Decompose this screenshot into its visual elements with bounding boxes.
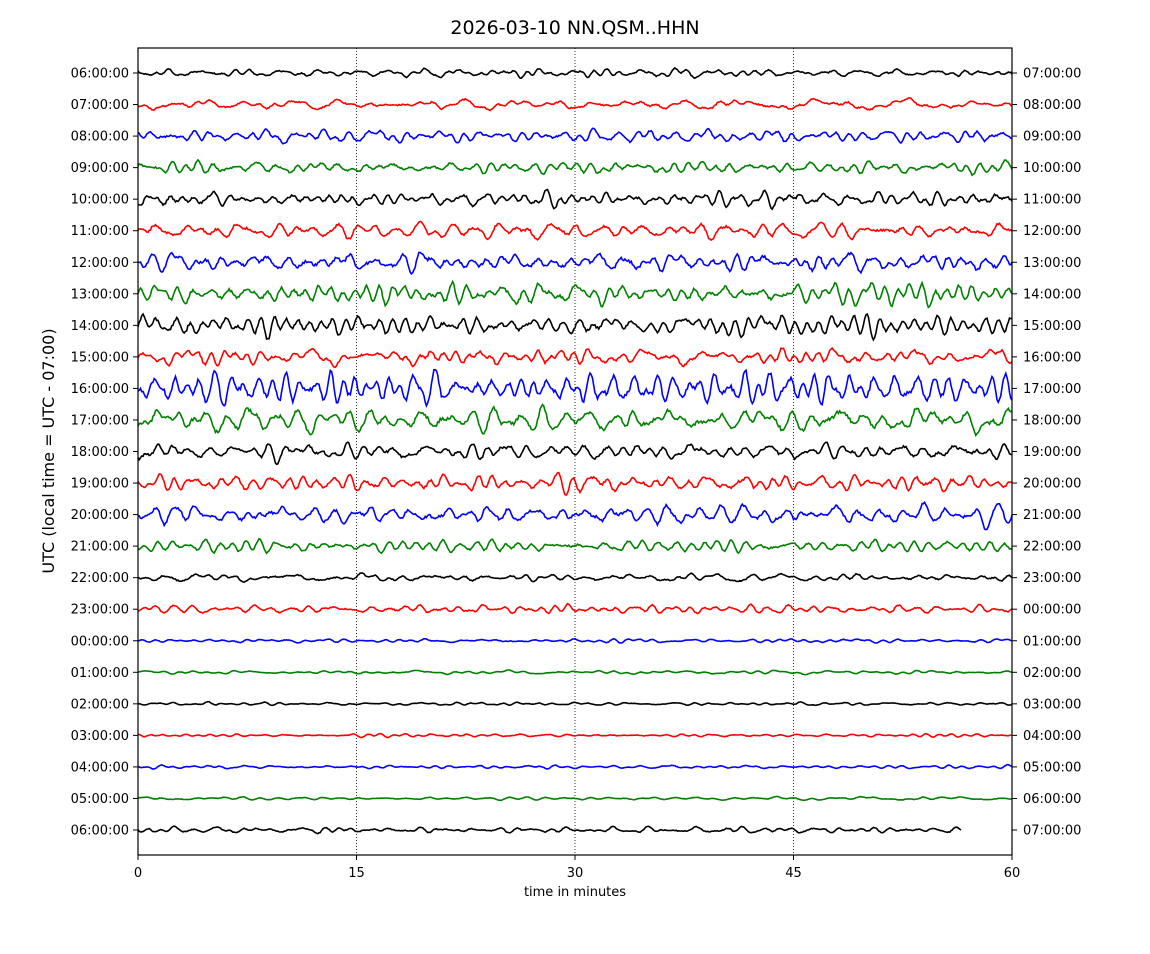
trace-line	[137, 669, 1013, 676]
trace-line	[137, 732, 1013, 739]
x-tick-label: 45	[785, 866, 802, 881]
y-tick-label-left: 19:00:00	[71, 477, 129, 492]
x-axis-label: time in minutes	[524, 885, 626, 900]
y-tick-label-right: 07:00:00	[1023, 67, 1081, 82]
y-tick-label-left: 15:00:00	[71, 350, 129, 365]
trace-line	[137, 700, 1013, 707]
y-axis-label: UTC (local time = UTC - 07:00)	[39, 328, 58, 573]
trace-line	[137, 279, 1013, 309]
y-tick-label-right: 16:00:00	[1023, 350, 1081, 365]
trace-line	[137, 251, 1013, 276]
x-tick-label: 0	[134, 866, 142, 881]
y-tick-label-right: 22:00:00	[1023, 540, 1081, 555]
trace-line	[137, 312, 1013, 342]
trace-line	[137, 471, 1013, 497]
y-tick-label-left: 05:00:00	[71, 792, 129, 807]
trace-line	[137, 346, 1013, 369]
y-tick-label-right: 09:00:00	[1023, 130, 1081, 145]
y-tick-label-right: 01:00:00	[1023, 634, 1081, 649]
chart-title: 2026-03-10 NN.QSM..HHN	[450, 17, 699, 39]
x-tick-label: 60	[1004, 866, 1021, 881]
y-axis: 06:00:00 07:00:00 07:00:00 08:00:00 08:00:00…	[71, 67, 1082, 839]
trace-line	[137, 188, 1013, 211]
y-tick-label-left: 10:00:00	[71, 193, 129, 208]
y-tick-label-right: 06:00:00	[1023, 792, 1081, 807]
trace-line	[137, 368, 1013, 409]
trace-line	[137, 97, 1013, 112]
y-tick-label-right: 00:00:00	[1023, 603, 1081, 618]
y-tick-label-right: 12:00:00	[1023, 224, 1081, 239]
trace-line	[137, 66, 1013, 80]
trace-line	[137, 825, 962, 835]
y-tick-label-left: 03:00:00	[71, 729, 129, 744]
y-tick-label-left: 04:00:00	[71, 760, 129, 775]
y-tick-label-left: 13:00:00	[71, 287, 129, 302]
y-tick-label-left: 11:00:00	[71, 224, 129, 239]
y-tick-label-right: 02:00:00	[1023, 666, 1081, 681]
y-tick-label-left: 16:00:00	[71, 382, 129, 397]
y-tick-label-right: 08:00:00	[1023, 98, 1081, 113]
trace-line	[137, 537, 1013, 555]
y-tick-label-right: 05:00:00	[1023, 760, 1081, 775]
y-tick-label-left: 17:00:00	[71, 413, 129, 428]
y-tick-label-right: 19:00:00	[1023, 445, 1081, 460]
y-tick-label-left: 09:00:00	[71, 161, 129, 176]
y-tick-label-right: 10:00:00	[1023, 161, 1081, 176]
y-tick-label-right: 18:00:00	[1023, 413, 1081, 428]
y-tick-label-left: 00:00:00	[71, 634, 129, 649]
y-tick-label-right: 20:00:00	[1023, 477, 1081, 492]
y-tick-label-left: 01:00:00	[71, 666, 129, 681]
y-tick-label-left: 06:00:00	[71, 67, 129, 82]
y-tick-label-right: 23:00:00	[1023, 571, 1081, 586]
trace-line	[137, 795, 1013, 802]
trace-line	[137, 637, 1013, 644]
traces	[137, 66, 1013, 835]
trace-line	[137, 572, 1013, 583]
y-tick-label-left: 14:00:00	[71, 319, 129, 334]
y-tick-label-left: 02:00:00	[71, 697, 129, 712]
trace-line	[137, 763, 1013, 770]
y-tick-label-right: 11:00:00	[1023, 193, 1081, 208]
y-tick-label-left: 07:00:00	[71, 98, 129, 113]
trace-line	[137, 127, 1013, 145]
trace-line	[137, 158, 1013, 177]
y-tick-label-right: 14:00:00	[1023, 287, 1081, 302]
trace-line	[137, 500, 1013, 531]
y-tick-label-right: 21:00:00	[1023, 508, 1081, 523]
y-tick-label-right: 04:00:00	[1023, 729, 1081, 744]
y-tick-label-left: 08:00:00	[71, 130, 129, 145]
y-tick-label-left: 18:00:00	[71, 445, 129, 460]
y-tick-label-right: 13:00:00	[1023, 256, 1081, 271]
y-tick-label-left: 20:00:00	[71, 508, 129, 523]
trace-line	[137, 220, 1013, 242]
x-axis: 0 15 30 45 60	[134, 855, 1020, 881]
trace-line	[137, 441, 1013, 466]
x-tick-label: 15	[348, 866, 365, 881]
y-tick-label-left: 22:00:00	[71, 571, 129, 586]
trace-line	[137, 403, 1013, 438]
y-tick-label-right: 17:00:00	[1023, 382, 1081, 397]
y-tick-label-left: 21:00:00	[71, 540, 129, 555]
y-tick-label-right: 15:00:00	[1023, 319, 1081, 334]
y-tick-label-right: 07:00:00	[1023, 824, 1081, 839]
y-tick-label-left: 12:00:00	[71, 256, 129, 271]
y-tick-label-left: 06:00:00	[71, 824, 129, 839]
y-tick-label-left: 23:00:00	[71, 603, 129, 618]
trace-line	[137, 602, 1013, 615]
x-tick-label: 30	[567, 866, 584, 881]
grid-lines	[356, 48, 794, 855]
y-tick-label-right: 03:00:00	[1023, 697, 1081, 712]
